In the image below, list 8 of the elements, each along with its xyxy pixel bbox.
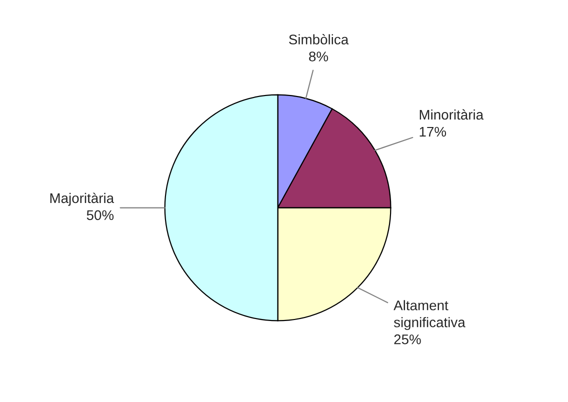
data-label: 8% xyxy=(309,52,328,62)
slice-label: Altament significativa xyxy=(394,300,466,330)
slice-label: Minoritària xyxy=(420,109,484,120)
data-label: 50% xyxy=(86,210,114,220)
slice-label: Simbòlica xyxy=(289,34,349,44)
slice-label: Majoritària xyxy=(50,192,114,206)
data-label: 25% xyxy=(394,334,421,344)
data-label: 17% xyxy=(420,126,446,137)
